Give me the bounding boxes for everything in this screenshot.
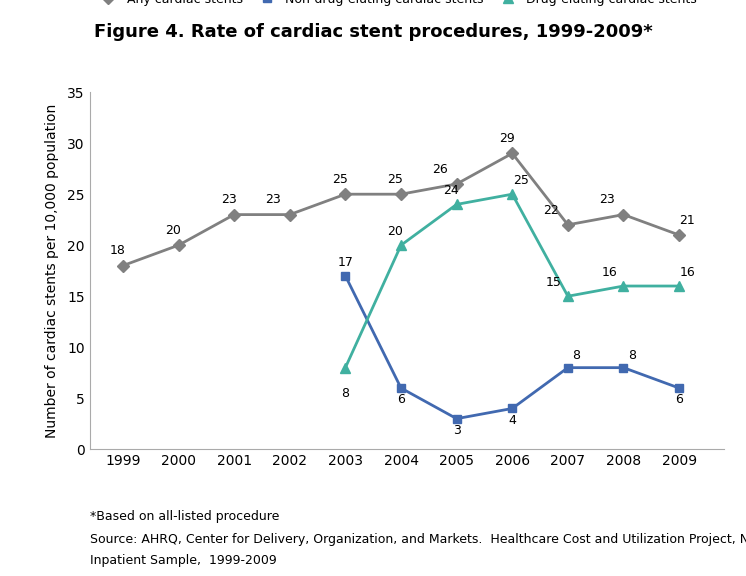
Text: 4: 4 [508,414,516,427]
Drug-eluting cardiac stents [619,283,628,290]
Text: 20: 20 [387,225,404,238]
Text: Figure 4. Rate of cardiac stent procedures, 1999-2009*: Figure 4. Rate of cardiac stent procedur… [94,23,652,41]
Text: 8: 8 [342,387,349,400]
Text: 26: 26 [432,163,448,176]
Any cardiac stents [119,262,128,269]
Any cardiac stents [508,150,517,157]
Text: Inpatient Sample,  1999-2009: Inpatient Sample, 1999-2009 [90,554,276,567]
Non-drug-eluting cardiac stents [674,385,683,392]
Drug-eluting cardiac stents [341,364,350,371]
Text: 20: 20 [165,224,181,237]
Drug-eluting cardiac stents [508,191,517,198]
Text: 23: 23 [599,194,615,206]
Text: 6: 6 [675,393,683,407]
Legend: Any cardiac stents, Non-drug-eluting cardiac stents, Drug-eluting cardiac stents: Any cardiac stents, Non-drug-eluting car… [90,0,702,11]
Text: 18: 18 [110,244,125,257]
Text: 17: 17 [337,256,354,268]
Any cardiac stents [341,191,350,198]
Y-axis label: Number of cardiac stents per 10,000 population: Number of cardiac stents per 10,000 popu… [45,104,59,438]
Text: 24: 24 [443,184,459,197]
Line: Any cardiac stents: Any cardiac stents [119,149,683,270]
Drug-eluting cardiac stents [563,293,572,300]
Any cardiac stents [674,232,683,238]
Drug-eluting cardiac stents [674,283,683,290]
Non-drug-eluting cardiac stents [452,415,461,422]
Text: 8: 8 [628,348,636,362]
Text: 25: 25 [332,173,348,186]
Any cardiac stents [619,211,628,218]
Text: 25: 25 [513,174,528,187]
Text: 22: 22 [543,204,559,217]
Text: 15: 15 [546,276,562,289]
Drug-eluting cardiac stents [452,201,461,208]
Text: 3: 3 [453,424,460,437]
Non-drug-eluting cardiac stents [619,364,628,371]
Non-drug-eluting cardiac stents [563,364,572,371]
Text: 16: 16 [680,266,695,279]
Text: 16: 16 [602,266,618,279]
Text: 23: 23 [221,194,236,206]
Non-drug-eluting cardiac stents [341,272,350,279]
Non-drug-eluting cardiac stents [508,405,517,412]
Text: *Based on all-listed procedure: *Based on all-listed procedure [90,510,279,523]
Any cardiac stents [230,211,239,218]
Line: Non-drug-eluting cardiac stents: Non-drug-eluting cardiac stents [341,272,683,423]
Text: 21: 21 [680,214,695,227]
Text: 29: 29 [499,132,515,145]
Any cardiac stents [563,221,572,228]
Text: 8: 8 [572,348,580,362]
Any cardiac stents [452,180,461,187]
Drug-eluting cardiac stents [397,242,406,249]
Text: Source: AHRQ, Center for Delivery, Organization, and Markets.  Healthcare Cost a: Source: AHRQ, Center for Delivery, Organ… [90,533,746,546]
Any cardiac stents [397,191,406,198]
Text: 25: 25 [387,173,404,186]
Non-drug-eluting cardiac stents [397,385,406,392]
Text: 23: 23 [265,194,281,206]
Any cardiac stents [174,242,183,249]
Line: Drug-eluting cardiac stents: Drug-eluting cardiac stents [340,190,684,373]
Any cardiac stents [285,211,294,218]
Text: 6: 6 [397,393,405,407]
